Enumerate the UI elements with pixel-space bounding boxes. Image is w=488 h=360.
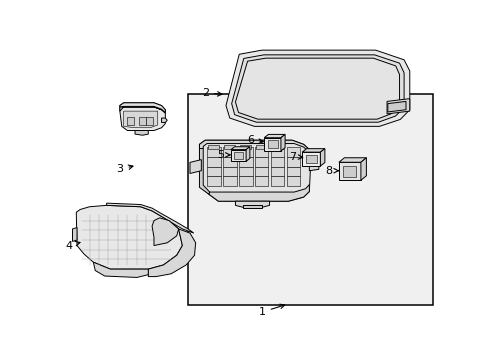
Polygon shape <box>286 157 300 167</box>
Polygon shape <box>223 145 235 149</box>
Polygon shape <box>270 147 284 157</box>
Polygon shape <box>148 229 195 276</box>
Polygon shape <box>230 150 245 161</box>
Polygon shape <box>225 50 409 126</box>
Polygon shape <box>206 157 220 167</box>
Polygon shape <box>280 134 285 151</box>
Polygon shape <box>199 140 311 154</box>
Polygon shape <box>207 145 219 149</box>
Polygon shape <box>208 185 309 201</box>
Polygon shape <box>270 157 284 167</box>
Polygon shape <box>239 145 250 149</box>
Polygon shape <box>254 167 268 176</box>
Polygon shape <box>267 140 277 148</box>
Polygon shape <box>206 167 220 176</box>
Polygon shape <box>120 103 165 131</box>
Text: 4: 4 <box>65 240 80 251</box>
Polygon shape <box>230 147 249 150</box>
Text: 1: 1 <box>258 304 284 317</box>
Polygon shape <box>152 218 178 246</box>
Polygon shape <box>120 103 165 112</box>
Polygon shape <box>231 55 403 122</box>
Polygon shape <box>270 176 284 186</box>
Polygon shape <box>72 228 77 242</box>
Polygon shape <box>235 58 399 119</box>
Polygon shape <box>199 149 209 194</box>
Polygon shape <box>302 149 324 152</box>
Text: 8: 8 <box>325 166 338 176</box>
Polygon shape <box>254 147 268 157</box>
Polygon shape <box>93 262 148 278</box>
Polygon shape <box>123 111 158 128</box>
Polygon shape <box>199 140 311 201</box>
Polygon shape <box>243 205 262 208</box>
Polygon shape <box>238 147 252 157</box>
Polygon shape <box>271 145 282 149</box>
Polygon shape <box>338 158 366 162</box>
Polygon shape <box>254 157 268 167</box>
Text: 7: 7 <box>288 152 302 162</box>
Polygon shape <box>161 118 167 122</box>
Bar <box>188 94 432 305</box>
Polygon shape <box>223 167 236 176</box>
Polygon shape <box>254 176 268 186</box>
Polygon shape <box>264 134 285 138</box>
Polygon shape <box>302 152 320 166</box>
Text: 2: 2 <box>202 88 222 98</box>
Polygon shape <box>255 145 266 149</box>
Polygon shape <box>235 201 269 207</box>
Polygon shape <box>238 176 252 186</box>
Polygon shape <box>76 205 182 269</box>
Polygon shape <box>120 107 165 113</box>
Polygon shape <box>305 155 316 163</box>
Polygon shape <box>264 138 280 151</box>
Polygon shape <box>238 157 252 167</box>
Polygon shape <box>270 167 284 176</box>
Polygon shape <box>223 147 236 157</box>
Polygon shape <box>238 167 252 176</box>
Polygon shape <box>206 176 220 186</box>
Polygon shape <box>360 158 366 180</box>
Polygon shape <box>206 147 220 157</box>
Polygon shape <box>386 99 409 114</box>
Polygon shape <box>139 117 145 125</box>
Text: 5: 5 <box>217 150 230 160</box>
Polygon shape <box>309 162 318 171</box>
Polygon shape <box>127 117 134 125</box>
Polygon shape <box>286 176 300 186</box>
Polygon shape <box>286 147 300 157</box>
Polygon shape <box>338 162 360 180</box>
Polygon shape <box>106 203 193 233</box>
Polygon shape <box>245 147 249 161</box>
Text: 3: 3 <box>117 164 133 174</box>
Polygon shape <box>387 102 405 112</box>
Polygon shape <box>135 131 148 135</box>
Polygon shape <box>223 157 236 167</box>
Polygon shape <box>189 159 201 174</box>
Polygon shape <box>343 166 356 177</box>
Polygon shape <box>286 167 300 176</box>
Polygon shape <box>233 152 243 159</box>
Polygon shape <box>320 149 324 166</box>
Polygon shape <box>146 117 153 125</box>
Text: 6: 6 <box>247 135 263 145</box>
Polygon shape <box>223 176 236 186</box>
